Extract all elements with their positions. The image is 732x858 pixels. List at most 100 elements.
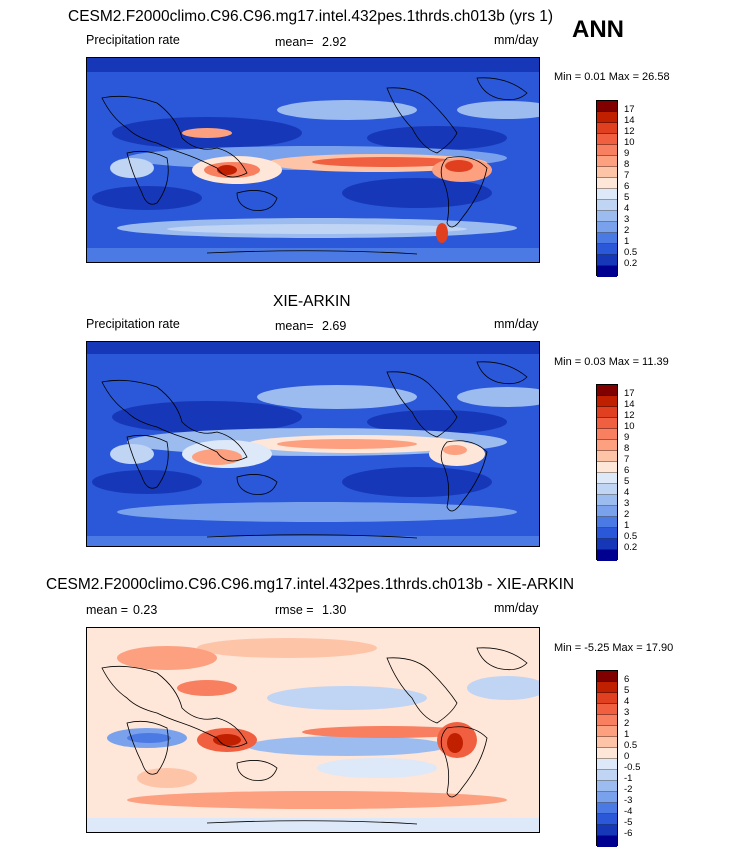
colorbar-swatch xyxy=(597,211,617,222)
colorbar-tick-label: 7 xyxy=(624,170,630,181)
colorbar-swatch xyxy=(597,145,617,156)
colorbar-tick-label: 2 xyxy=(624,718,630,729)
colorbar-swatch xyxy=(597,222,617,233)
colorbar-swatch xyxy=(597,825,617,836)
colorbar-swatch xyxy=(597,792,617,803)
panel2-units: mm/day xyxy=(494,317,539,331)
colorbar-tick-label: -4 xyxy=(624,806,633,817)
colorbar-swatch xyxy=(597,123,617,134)
panel1-mean-value: 2.92 xyxy=(322,35,347,49)
colorbar-swatch xyxy=(597,528,617,539)
colorbar-swatch xyxy=(597,156,617,167)
colorbar-tick-label: 3 xyxy=(624,214,630,225)
colorbar-swatch xyxy=(597,550,617,561)
panel3-difference-map xyxy=(86,627,540,833)
colorbar-tick-label: 1 xyxy=(624,520,630,531)
colorbar-tick-label: 1 xyxy=(624,729,630,740)
colorbar-tick-label: 6 xyxy=(624,181,630,192)
colorbar-tick-label: -5 xyxy=(624,817,633,828)
colorbar-tick-label: -1 xyxy=(624,773,633,784)
colorbar-swatch xyxy=(597,473,617,484)
colorbar-tick-label: 3 xyxy=(624,498,630,509)
panel2-variable: Precipitation rate xyxy=(86,317,180,331)
colorbar-swatch xyxy=(597,429,617,440)
colorbar-swatch xyxy=(597,484,617,495)
colorbar-swatch xyxy=(597,178,617,189)
colorbar-swatch xyxy=(597,385,617,396)
colorbar-swatch xyxy=(597,407,617,418)
colorbar-swatch xyxy=(597,266,617,277)
colorbar-swatch xyxy=(597,704,617,715)
colorbar-swatch xyxy=(597,803,617,814)
colorbar-swatch xyxy=(597,715,617,726)
colorbar-tick-label: 12 xyxy=(624,126,635,137)
colorbar-swatch xyxy=(597,451,617,462)
colorbar-tick-label: 12 xyxy=(624,410,635,421)
colorbar-swatch xyxy=(597,539,617,550)
colorbar-tick-label: 2 xyxy=(624,225,630,236)
colorbar-swatch xyxy=(597,495,617,506)
colorbar-tick-label: 14 xyxy=(624,115,635,126)
colorbar-swatch xyxy=(597,112,617,123)
colorbar-swatch xyxy=(597,462,617,473)
colorbar-swatch xyxy=(597,693,617,704)
colorbar-swatch xyxy=(597,814,617,825)
colorbar-tick-label: 5 xyxy=(624,685,630,696)
colorbar-swatch xyxy=(597,167,617,178)
colorbar-swatch xyxy=(597,770,617,781)
colorbar-swatch xyxy=(597,440,617,451)
panel2-mean-label: mean= xyxy=(275,319,314,333)
colorbar-swatch xyxy=(597,200,617,211)
colorbar-tick-label: 3 xyxy=(624,707,630,718)
colorbar-swatch xyxy=(597,189,617,200)
panel1-minmax: Min = 0.01 Max = 26.58 xyxy=(554,71,670,83)
colorbar-swatch xyxy=(597,517,617,528)
colorbar-swatch xyxy=(597,134,617,145)
colorbar-tick-label: 1 xyxy=(624,236,630,247)
colorbar-tick-label: 4 xyxy=(624,487,630,498)
colorbar-tick-label: 0.5 xyxy=(624,740,638,751)
colorbar-tick-label: 5 xyxy=(624,476,630,487)
colorbar-tick-label: -2 xyxy=(624,784,633,795)
panel3-title: CESM2.F2000climo.C96.C96.mg17.intel.432p… xyxy=(46,576,575,593)
colorbar-swatch xyxy=(597,748,617,759)
colorbar-tick-label: 6 xyxy=(624,674,630,685)
colorbar-swatch xyxy=(597,101,617,112)
colorbar-swatch xyxy=(597,682,617,693)
colorbar-swatch xyxy=(597,244,617,255)
colorbar-tick-label: 0.5 xyxy=(624,247,638,258)
panel2-title: XIE-ARKIN xyxy=(273,293,351,310)
colorbar-tick-label: -6 xyxy=(624,828,633,839)
colorbar-tick-label: 10 xyxy=(624,137,635,148)
season-label: ANN xyxy=(572,16,624,43)
panel2-colorbar xyxy=(596,384,618,561)
panel3-mean-value: 0.23 xyxy=(133,603,158,617)
colorbar-tick-label: 8 xyxy=(624,159,630,170)
colorbar-swatch xyxy=(597,418,617,429)
panel2-minmax: Min = 0.03 Max = 11.39 xyxy=(554,356,669,368)
colorbar-tick-label: 4 xyxy=(624,696,630,707)
panel1-mean-label: mean= xyxy=(275,35,314,49)
colorbar-tick-label: 8 xyxy=(624,443,630,454)
colorbar-swatch xyxy=(597,396,617,407)
colorbar-tick-label: 4 xyxy=(624,203,630,214)
colorbar-tick-label: 17 xyxy=(624,388,635,399)
colorbar-tick-label: 10 xyxy=(624,421,635,432)
panel1-colorbar xyxy=(596,100,618,277)
panel3-rmse-label: rmse = xyxy=(275,603,314,617)
colorbar-tick-label: 6 xyxy=(624,465,630,476)
panel3-mean-label: mean = xyxy=(86,603,129,617)
colorbar-swatch xyxy=(597,759,617,770)
colorbar-tick-label: 0.2 xyxy=(624,258,638,269)
colorbar-swatch xyxy=(597,255,617,266)
colorbar-tick-label: 2 xyxy=(624,509,630,520)
colorbar-swatch xyxy=(597,836,617,847)
panel2-observed-precip-map xyxy=(86,341,540,547)
panel1-variable: Precipitation rate xyxy=(86,33,180,47)
colorbar-tick-label: -3 xyxy=(624,795,633,806)
colorbar-swatch xyxy=(597,671,617,682)
colorbar-tick-label: 14 xyxy=(624,399,635,410)
colorbar-tick-label: 17 xyxy=(624,104,635,115)
colorbar-tick-label: 0.5 xyxy=(624,531,638,542)
colorbar-tick-label: -0.5 xyxy=(624,762,641,773)
